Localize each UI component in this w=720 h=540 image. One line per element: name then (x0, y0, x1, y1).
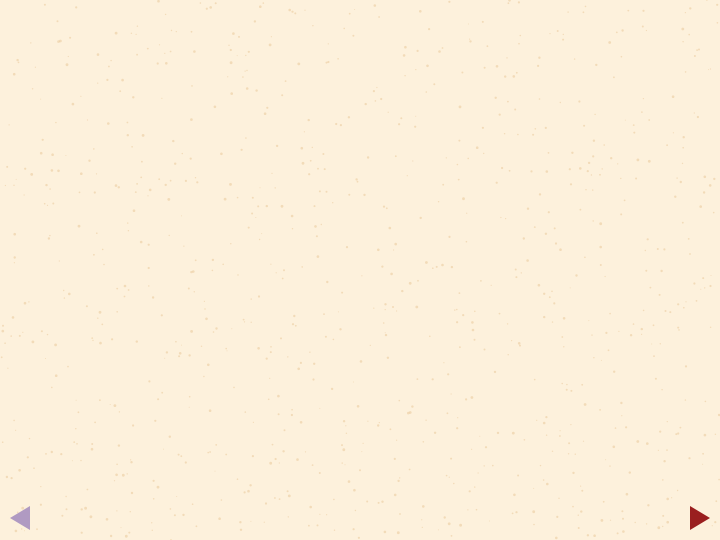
slide-background (0, 0, 720, 540)
nav-prev-button[interactable] (10, 506, 30, 530)
nav-next-button[interactable] (690, 506, 710, 530)
